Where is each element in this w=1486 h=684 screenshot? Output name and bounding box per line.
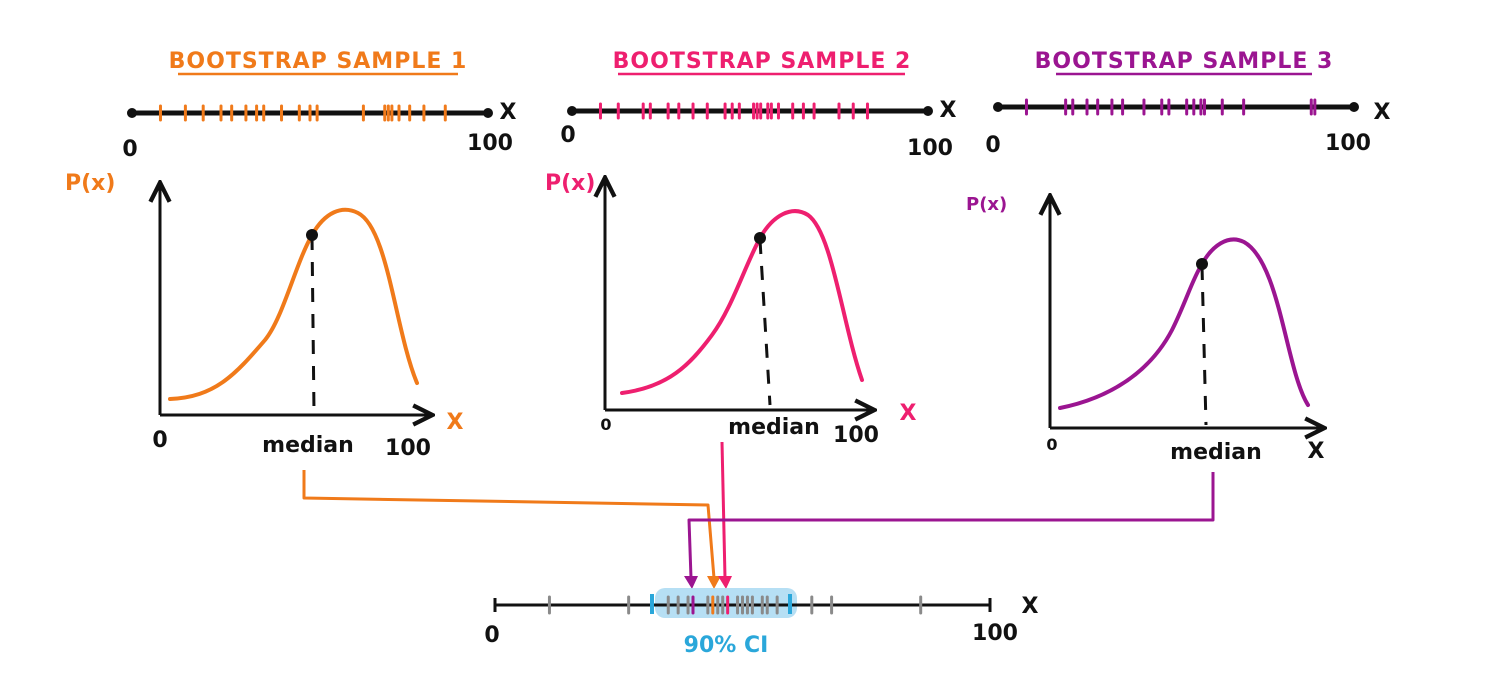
sample-3-panel: BOOTSTRAP SAMPLE 3 0 100 X P(x) 0 X medi… [966,49,1391,465]
sample-1-arrowhead [707,576,721,589]
sample-3-axis-min: 0 [985,133,1000,158]
sample-1-panel: BOOTSTRAP SAMPLE 1 0 100 X P(x) 0 100 X … [65,49,517,461]
sample-1-axis-max: 100 [467,131,513,156]
sample-1-median-connector [302,470,716,579]
sample-3-arrowhead [684,576,698,589]
sample-2-axis-start [567,106,577,116]
bottom-median-ticks [547,595,923,615]
sample-3-axis-max: 100 [1325,131,1371,156]
bottom-axis-var: X [1022,594,1039,619]
sample-2-ticks [598,102,869,120]
sample-1-axis-var: X [500,100,517,125]
sample-1-ticks [158,104,447,122]
sample-2-title: BOOTSTRAP SAMPLE 2 [613,49,912,74]
sample-3-median-line [1200,265,1208,426]
sample-3-axis-var: X [1374,100,1391,125]
sample-1-axis-min: 0 [122,137,137,162]
sample-2-density-max: 100 [833,423,879,448]
sample-1-density-min: 0 [152,428,167,453]
bootstrap-distribution: 0 100 X 90% CI [484,588,1039,658]
sample-1-density-var: X [447,410,464,435]
sample-1-axis-start [127,108,137,118]
sample-1-density-max: 100 [385,436,431,461]
sample-1-median-label: median [262,433,354,458]
sample-2-median-connector [720,441,727,579]
bottom-axis-min: 0 [484,623,499,648]
sample-1-axis-end [483,108,493,118]
sample-2-arrowhead [718,576,732,589]
sample-1-median-line [310,235,316,413]
sample-3-median-label: median [1170,440,1262,465]
sample-1-median-dot [306,229,318,241]
sample-2-ylabel: P(x) [545,171,595,196]
sample-3-density-var: X [1308,439,1325,464]
sample-1-density-curve [168,207,419,401]
sample-1-ylabel: P(x) [65,171,115,196]
sample-1-title: BOOTSTRAP SAMPLE 1 [169,49,468,74]
sample-2-median-line [758,239,772,406]
sample-3-ticks [1024,98,1317,116]
sample-3-median-connector [687,472,1215,579]
bottom-axis-max: 100 [972,621,1018,646]
sample-2-panel: BOOTSTRAP SAMPLE 2 0 100 X P(x) 0 100 X … [545,49,957,448]
sample-3-axis-end [1349,102,1359,112]
sample-3-title: BOOTSTRAP SAMPLE 3 [1035,49,1334,74]
sample-2-median-label: median [728,415,820,440]
sample-2-axis-end [923,106,933,116]
sample-3-median-dot [1196,258,1208,270]
sample-3-axis-start [993,102,1003,112]
sample-3-density-min: 0 [1046,435,1057,454]
sample-2-density-var: X [900,401,917,426]
sample-3-density-curve [1058,237,1310,410]
ci-label: 90% CI [684,633,769,658]
sample-2-axis-max: 100 [907,136,953,161]
sample-2-density-min: 0 [600,415,611,434]
sample-2-axis-min: 0 [560,123,575,148]
sample-2-axis-var: X [940,98,957,123]
median-connectors [302,441,1215,589]
sample-2-density-curve [620,209,864,395]
sample-2-median-dot [754,232,766,244]
sample-3-ylabel: P(x) [966,194,1007,215]
